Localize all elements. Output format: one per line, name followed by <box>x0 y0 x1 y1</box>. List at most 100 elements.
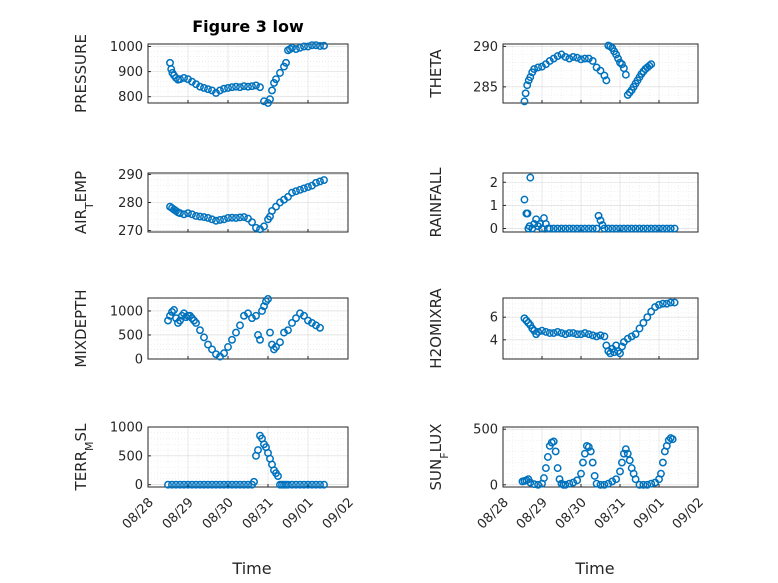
y-tick-label: 1000 <box>110 304 143 319</box>
data-point <box>244 480 252 489</box>
data-point <box>180 210 188 219</box>
data-point <box>520 97 529 106</box>
data-point <box>204 85 212 94</box>
data-point <box>631 330 640 339</box>
data-point <box>627 224 636 233</box>
axes-box <box>502 297 699 360</box>
data-point <box>172 73 180 82</box>
data-point <box>606 42 615 51</box>
data-point <box>266 95 274 104</box>
data-point <box>639 224 648 233</box>
data-point <box>530 480 539 489</box>
data-point <box>250 477 258 486</box>
data-point <box>618 342 626 351</box>
data-point <box>208 345 216 354</box>
data-point <box>647 479 656 488</box>
data-point <box>561 330 570 339</box>
data-point <box>580 54 589 63</box>
data-point <box>606 349 615 358</box>
data-point <box>232 480 240 489</box>
data-point <box>662 224 671 233</box>
data-point <box>600 71 609 80</box>
y-tick-label: 0 <box>135 353 143 368</box>
data-point <box>268 86 276 95</box>
data-point <box>608 224 617 233</box>
data-point <box>534 480 543 489</box>
data-point <box>236 321 244 330</box>
data-point <box>264 295 272 303</box>
data-point <box>167 65 176 74</box>
data-point <box>284 480 292 489</box>
data-point <box>204 480 212 489</box>
data-point <box>569 478 578 487</box>
data-point <box>176 316 184 325</box>
data-point <box>647 224 656 233</box>
data-point <box>254 331 262 339</box>
data-point <box>312 480 320 489</box>
data-point <box>545 329 554 337</box>
data-point <box>541 327 550 336</box>
data-point <box>216 86 224 95</box>
data-point <box>666 224 675 233</box>
data-point <box>561 224 570 233</box>
data-point <box>304 480 312 489</box>
data-point <box>258 307 266 315</box>
data-point <box>188 210 196 219</box>
data-point <box>272 75 280 84</box>
data-point <box>596 480 605 489</box>
data-point <box>540 474 548 483</box>
data-point <box>236 213 244 222</box>
data-point <box>586 447 595 456</box>
data-point <box>592 479 601 488</box>
data-point <box>232 82 240 91</box>
data-point <box>565 54 574 63</box>
data-point <box>228 335 236 344</box>
data-point <box>256 335 264 344</box>
data-point <box>288 188 296 197</box>
data-point <box>224 480 232 489</box>
data-point <box>320 41 328 50</box>
data-point <box>220 349 228 358</box>
data-point <box>553 52 562 61</box>
x-axis-label-left: Time <box>231 559 271 578</box>
data-point <box>244 82 252 91</box>
data-point <box>284 192 292 201</box>
y-tick-label: 280 <box>118 196 143 211</box>
data-point <box>176 75 184 84</box>
data-point <box>296 43 304 52</box>
data-point <box>260 302 268 311</box>
data-point <box>270 78 278 87</box>
data-point <box>172 480 180 489</box>
data-point <box>573 330 582 339</box>
y-tick-label: 270 <box>118 224 143 239</box>
data-point <box>300 311 308 320</box>
data-point <box>220 480 228 489</box>
data-point <box>304 42 312 51</box>
y-tick-label: 285 <box>473 80 498 95</box>
data-point <box>670 224 679 233</box>
data-point <box>196 212 204 221</box>
data-point <box>600 332 609 341</box>
y-axis-label: TERRMSL <box>72 423 96 492</box>
data-point <box>164 480 172 489</box>
data-point <box>192 212 200 220</box>
data-point <box>164 316 172 325</box>
data-point <box>184 480 192 489</box>
data-point <box>651 224 660 233</box>
data-point <box>168 307 176 316</box>
x-tick-label: 09/01 <box>280 495 317 532</box>
x-tick-label: 08/30 <box>200 495 237 532</box>
x-tick-label: 08/31 <box>240 495 277 532</box>
data-point <box>549 224 558 233</box>
y-tick-label: 1000 <box>110 421 143 436</box>
data-point <box>220 215 228 224</box>
data-point <box>662 299 671 308</box>
data-point <box>635 224 644 233</box>
y-tick-label: 1000 <box>110 40 143 55</box>
y-tick-label: 900 <box>118 65 143 80</box>
x-tick-label: 09/02 <box>320 495 357 532</box>
data-point <box>300 184 308 193</box>
axes-box <box>147 426 349 488</box>
data-point <box>639 318 648 327</box>
